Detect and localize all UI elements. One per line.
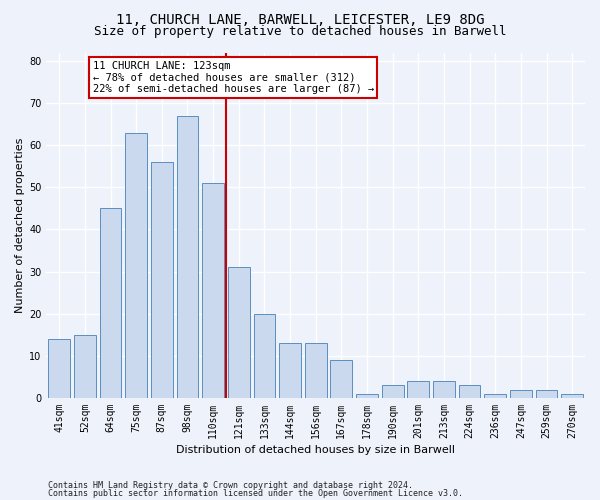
Y-axis label: Number of detached properties: Number of detached properties [15, 138, 25, 313]
Bar [74, 335, 96, 398]
Bar [49, 339, 70, 398]
Text: 11 CHURCH LANE: 123sqm
← 78% of detached houses are smaller (312)
22% of semi-de: 11 CHURCH LANE: 123sqm ← 78% of detached… [92, 61, 374, 94]
Text: 11, CHURCH LANE, BARWELL, LEICESTER, LE9 8DG: 11, CHURCH LANE, BARWELL, LEICESTER, LE9… [116, 12, 484, 26]
Bar [382, 386, 404, 398]
Bar [484, 394, 506, 398]
Bar [510, 390, 532, 398]
Bar [561, 394, 583, 398]
Bar [407, 381, 429, 398]
Bar [228, 268, 250, 398]
Bar [305, 343, 326, 398]
Bar [151, 162, 173, 398]
Bar [331, 360, 352, 398]
Bar [202, 183, 224, 398]
Bar [536, 390, 557, 398]
Bar [100, 208, 121, 398]
Bar [176, 116, 199, 398]
Bar [254, 314, 275, 398]
Bar [356, 394, 378, 398]
Bar [279, 343, 301, 398]
Bar [433, 381, 455, 398]
Bar [458, 386, 481, 398]
Text: Contains HM Land Registry data © Crown copyright and database right 2024.: Contains HM Land Registry data © Crown c… [48, 481, 413, 490]
Bar [125, 132, 147, 398]
Text: Contains public sector information licensed under the Open Government Licence v3: Contains public sector information licen… [48, 488, 463, 498]
X-axis label: Distribution of detached houses by size in Barwell: Distribution of detached houses by size … [176, 445, 455, 455]
Text: Size of property relative to detached houses in Barwell: Size of property relative to detached ho… [94, 25, 506, 38]
